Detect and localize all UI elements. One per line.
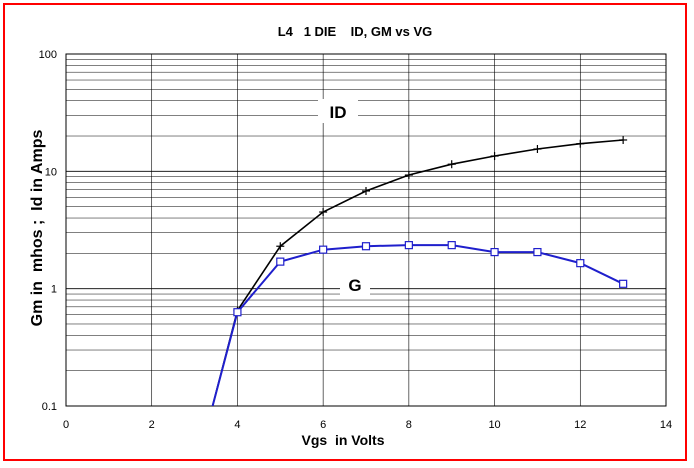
g-point [533,247,542,257]
g-point [404,241,413,250]
id-point [319,208,328,217]
y-tick-label: 0.1 [42,401,57,413]
g-point [361,242,371,251]
g-annotation: G [348,276,361,295]
x-tick-label: 8 [406,419,412,431]
id-annotation: ID [330,103,347,122]
chart-title: L4 1 DIE ID, GM vs VG [278,24,433,39]
x-tick-label: 10 [488,419,500,431]
id-point [276,242,285,251]
y-axis-label: Gm in mhos ; Id in Amps [29,130,46,327]
x-tick-label: 4 [234,419,240,431]
x-tick-label: 0 [63,419,69,431]
x-tick-label: 6 [320,419,326,431]
g-point [576,259,585,268]
series-layer [211,135,628,406]
g-point [619,279,628,288]
id-annotation-box [318,99,358,123]
g-annotation-box [340,272,370,296]
id-point [404,171,413,180]
g-point [490,247,499,257]
g-point [447,241,456,250]
x-tick-label: 14 [660,419,672,431]
x-tick-label: 12 [574,419,586,431]
chart-frame [3,3,687,461]
id-point [619,135,628,144]
y-tick-label: 1 [51,284,57,296]
id-point [533,145,542,154]
x-axis-label: Vgs in Volts [302,432,385,448]
id-point [447,160,456,169]
g-series-line [211,244,624,406]
id-point [362,186,370,195]
id-series-line [211,139,624,406]
x-tick-label: 2 [149,419,155,431]
g-point [276,257,285,266]
g-point [319,245,328,254]
g-point [233,308,242,317]
y-tick-label: 100 [39,49,57,61]
plot-area [65,53,667,407]
id-point [576,139,585,148]
tick-labels: 0 2 4 6 8 10 12 14 0.1 1 10 100 [39,49,672,431]
gridlines [65,54,667,407]
y-tick-label: 10 [45,166,57,178]
id-point [490,152,499,161]
